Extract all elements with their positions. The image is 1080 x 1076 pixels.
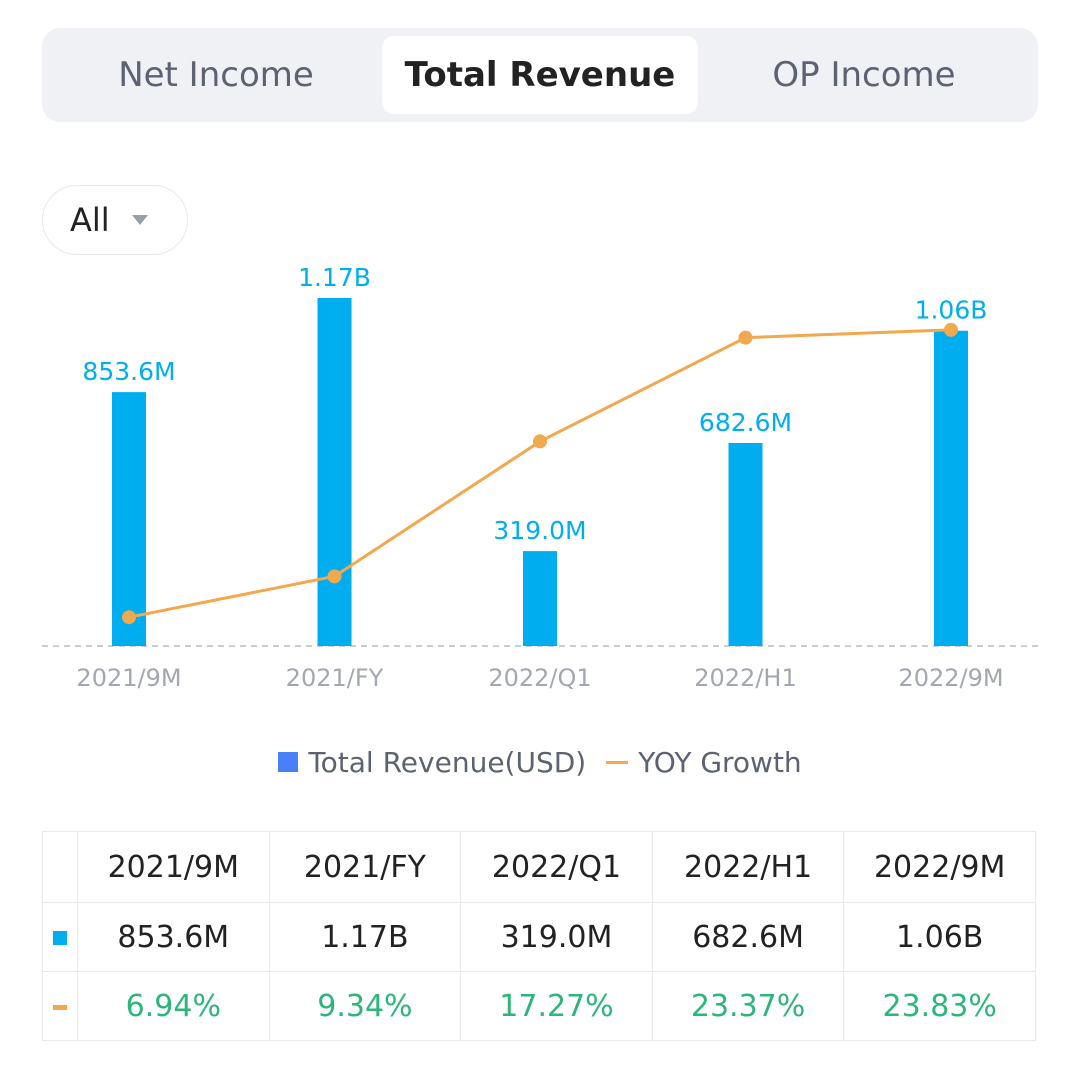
legend-line-swatch bbox=[606, 760, 629, 764]
tab-net-income[interactable]: Net Income bbox=[118, 55, 314, 95]
yoy-growth-point bbox=[327, 569, 342, 584]
legend-growth-label: YOY Growth bbox=[638, 745, 802, 779]
table-cell: 682.6M bbox=[651, 902, 845, 972]
chart-legend: Total Revenue(USD) YOY Growth bbox=[0, 740, 1080, 784]
table-cell: 17.27% bbox=[460, 971, 653, 1041]
x-tick-label: 2021/9M bbox=[76, 664, 181, 692]
revenue-square-icon bbox=[53, 931, 67, 945]
bar-value-label: 853.6M bbox=[82, 357, 175, 386]
table-cell: 1.17B bbox=[268, 902, 462, 972]
data-table: 2021/9M 2021/FY 2022/Q1 2022/H1 2022/9M … bbox=[42, 831, 1036, 1041]
bar-value-label: 1.06B bbox=[915, 296, 988, 325]
yoy-growth-point bbox=[738, 330, 753, 345]
x-tick-label: 2022/H1 bbox=[694, 664, 796, 692]
tab-op-income[interactable]: OP Income bbox=[772, 55, 956, 95]
metric-tabs: Net Income Total Revenue OP Income bbox=[42, 28, 1038, 122]
row-indicator-cell bbox=[42, 902, 78, 972]
period-dropdown[interactable]: All bbox=[42, 185, 188, 255]
revenue-bar bbox=[317, 298, 352, 646]
bar-value-label: 1.17B bbox=[298, 263, 371, 292]
table-header-cell: 2022/Q1 bbox=[460, 831, 653, 903]
x-tick-label: 2021/FY bbox=[286, 664, 384, 692]
row-indicator-cell bbox=[42, 971, 78, 1041]
period-dropdown-value: All bbox=[70, 201, 110, 239]
x-tick-label: 2022/9M bbox=[898, 664, 1003, 692]
table-cell: 23.37% bbox=[651, 971, 845, 1041]
x-tick-label: 2022/Q1 bbox=[488, 664, 591, 692]
table-row-revenue: 853.6M 1.17B 319.0M 682.6M 1.06B bbox=[42, 902, 1036, 972]
revenue-bar bbox=[523, 551, 557, 646]
yoy-growth-point bbox=[122, 610, 136, 625]
growth-dash-icon bbox=[53, 1004, 67, 1010]
table-header-row: 2021/9M 2021/FY 2022/Q1 2022/H1 2022/9M bbox=[42, 831, 1036, 903]
table-cell: 319.0M bbox=[460, 902, 653, 972]
table-cell: 6.94% bbox=[77, 971, 270, 1041]
table-cell: 853.6M bbox=[77, 902, 270, 972]
bar-value-label: 682.6M bbox=[699, 408, 792, 437]
legend-item-growth[interactable]: YOY Growth bbox=[606, 745, 802, 779]
yoy-growth-point bbox=[533, 434, 547, 449]
tab-total-revenue[interactable]: Total Revenue bbox=[382, 36, 698, 114]
revenue-bar bbox=[112, 392, 146, 646]
legend-bar-swatch bbox=[278, 752, 299, 772]
table-row-growth: 6.94% 9.34% 17.27% 23.37% 23.83% bbox=[42, 971, 1036, 1041]
table-cell: 1.06B bbox=[843, 902, 1036, 972]
table-cell: 9.34% bbox=[268, 971, 462, 1041]
table-header-cell: 2022/9M bbox=[843, 831, 1036, 903]
bar-value-label: 319.0M bbox=[493, 516, 586, 545]
table-header-cell: 2021/9M bbox=[77, 831, 270, 903]
legend-item-revenue[interactable]: Total Revenue(USD) bbox=[278, 746, 586, 779]
table-header-cell: 2022/H1 bbox=[651, 831, 845, 903]
table-corner-cell bbox=[42, 831, 78, 903]
yoy-growth-point bbox=[944, 322, 958, 337]
table-header-cell: 2021/FY bbox=[268, 831, 462, 903]
revenue-bar bbox=[728, 442, 763, 646]
revenue-chart: 853.6M 1.17B 319.0M 682.6M 1.06B 2021/9M 2021/… bbox=[42, 263, 1038, 692]
revenue-bar bbox=[934, 330, 968, 646]
caret-down-icon bbox=[131, 215, 148, 225]
table-cell: 23.83% bbox=[843, 971, 1036, 1041]
legend-revenue-label: Total Revenue(USD) bbox=[308, 745, 587, 779]
